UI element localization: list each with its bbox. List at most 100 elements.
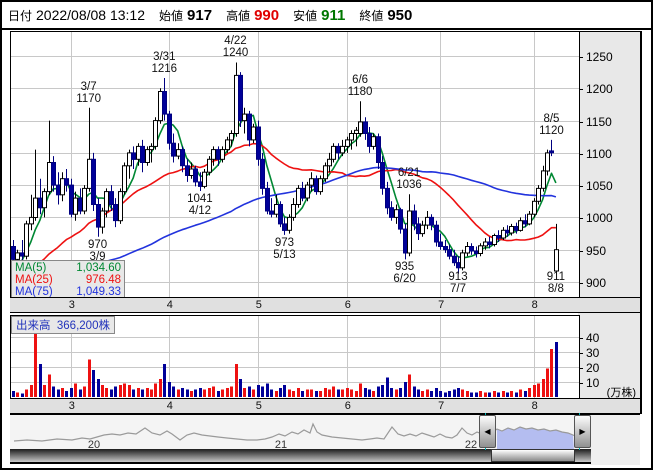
volume-bar	[141, 389, 144, 397]
volume-bar	[83, 386, 86, 397]
range-overview[interactable]: 20 21 22	[10, 413, 590, 451]
candle-body	[460, 252, 465, 269]
volume-bar	[368, 389, 371, 397]
tick-mark	[578, 283, 583, 284]
volume-bar	[92, 370, 95, 397]
candle-body	[269, 210, 274, 215]
volume-bar	[190, 391, 193, 397]
close-value: 950	[387, 6, 413, 24]
tick-mark	[578, 251, 583, 252]
tick-mark	[578, 368, 583, 369]
scroll-left-button[interactable]: ◀	[479, 415, 496, 448]
candle-body	[389, 207, 394, 218]
candle-body	[193, 168, 198, 183]
candle-body	[198, 181, 203, 187]
volume-bar	[123, 383, 126, 397]
month-label: 3	[68, 400, 75, 412]
volume-bar	[248, 386, 251, 397]
volume-bar	[355, 391, 358, 397]
volume-bar	[542, 379, 545, 397]
low-label: 安値	[293, 8, 318, 23]
candle-body	[251, 126, 256, 141]
volume-bar	[404, 382, 407, 397]
candle-body	[487, 241, 492, 246]
volume-bar	[488, 392, 491, 397]
candle-body	[518, 220, 523, 231]
volume-bar	[537, 383, 540, 397]
volume-bar	[48, 374, 51, 397]
candle-body	[505, 229, 510, 234]
overview-right-spacer	[590, 413, 640, 465]
volume-bar	[470, 392, 473, 397]
volume-value: 366,200株	[56, 320, 110, 332]
volume-bar	[417, 389, 420, 397]
volume-bar	[546, 368, 549, 397]
candle-body	[91, 158, 96, 206]
volume-bar	[208, 388, 211, 397]
candle-body	[363, 121, 368, 135]
candle-body	[429, 216, 434, 226]
candle-body	[225, 139, 230, 151]
volume-bar	[181, 388, 184, 397]
date-label: 日付	[8, 8, 33, 23]
volume-bar	[510, 391, 513, 397]
volume-bar	[341, 389, 344, 397]
volume-bar	[461, 389, 464, 397]
candle-body	[549, 150, 554, 154]
candle-body	[234, 74, 239, 134]
candle-body	[496, 235, 501, 239]
candle-body	[296, 187, 301, 205]
volume-bar	[421, 391, 424, 397]
close-label: 終値	[359, 8, 384, 23]
volume-bar	[506, 392, 509, 397]
candle-body	[220, 149, 225, 160]
candle-body	[260, 158, 265, 189]
volume-bars	[12, 329, 558, 398]
candle-body	[153, 120, 158, 147]
scrollbar-thumb[interactable]	[491, 449, 575, 462]
scrollbar-track[interactable]	[10, 449, 591, 464]
candle-body	[96, 204, 101, 228]
month-label: 4	[166, 400, 173, 412]
candle-body	[545, 152, 550, 172]
candle-body	[323, 165, 328, 180]
year-label: 21	[274, 439, 288, 451]
right-arrow-icon: ▶	[579, 427, 586, 436]
volume-bar	[315, 391, 318, 397]
volume-bar	[399, 388, 402, 397]
volume-bar	[163, 364, 166, 397]
volume-bar	[435, 388, 438, 397]
candle-body	[189, 168, 194, 176]
volume-bar	[110, 389, 113, 397]
volume-bar	[453, 389, 456, 397]
candle-body	[127, 152, 132, 167]
candle-body	[309, 178, 314, 186]
candle-body	[509, 226, 514, 234]
year-label: 22	[464, 439, 478, 451]
overview-svg	[13, 422, 576, 450]
volume-bar	[502, 391, 505, 397]
ma-legend-row: MA(75) 1,049.33	[15, 286, 121, 298]
volume-bar	[43, 385, 46, 397]
scroll-right-button[interactable]: ▶	[574, 415, 591, 448]
candle-body	[185, 165, 190, 177]
candle-body	[229, 133, 234, 141]
candle-body	[438, 241, 443, 247]
candle-body	[136, 145, 141, 160]
volume-bar	[332, 386, 335, 397]
volume-bar	[292, 391, 295, 397]
month-label: 5	[255, 400, 262, 412]
candle-body	[541, 170, 546, 189]
volume-tick-label: 10	[586, 376, 600, 390]
volume-bar	[57, 389, 60, 397]
candle-body	[416, 223, 421, 235]
candle-body	[171, 142, 176, 157]
candle-body	[345, 139, 350, 147]
tick-mark	[578, 383, 583, 384]
volume-bar	[328, 389, 331, 397]
volume-bar	[377, 386, 380, 397]
volume-bar	[146, 388, 149, 397]
candle-body	[207, 158, 212, 173]
volume-legend: 出来高 366,200株	[11, 316, 115, 334]
candle-body	[118, 191, 123, 222]
